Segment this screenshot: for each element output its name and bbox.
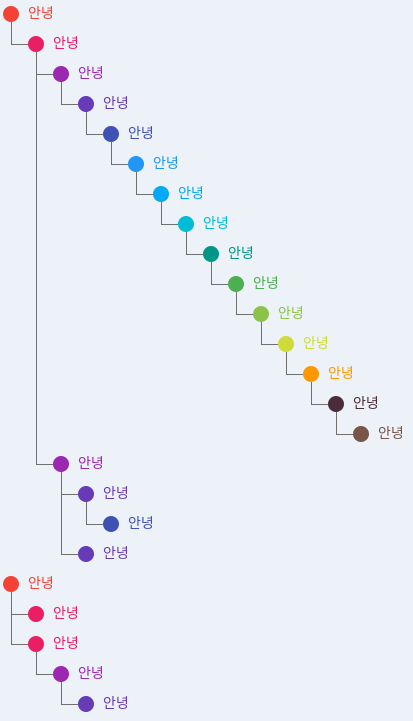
node-label: 안녕	[303, 336, 329, 352]
node-dot-icon	[103, 516, 119, 532]
tree-node[interactable]: 안녕	[253, 304, 304, 324]
tree-node[interactable]: 안녕	[53, 64, 104, 84]
node-dot-icon	[278, 336, 294, 352]
tree-node[interactable]: 안녕	[278, 334, 329, 354]
node-label: 안녕	[103, 546, 129, 562]
tree-node[interactable]: 안녕	[28, 634, 79, 654]
node-dot-icon	[103, 126, 119, 142]
tree-connector	[36, 652, 53, 675]
node-label: 안녕	[53, 36, 79, 52]
node-dot-icon	[3, 6, 19, 22]
tree-node[interactable]: 안녕	[128, 154, 179, 174]
node-label: 안녕	[28, 6, 54, 22]
node-label: 안녕	[128, 516, 154, 532]
node-label: 안녕	[78, 66, 104, 82]
node-label: 안녕	[378, 426, 404, 442]
node-label: 안녕	[228, 246, 254, 262]
node-dot-icon	[78, 696, 94, 712]
node-label: 안녕	[203, 216, 229, 232]
tree-connector	[11, 22, 28, 45]
node-dot-icon	[353, 426, 369, 442]
tree-connector	[186, 232, 203, 255]
tree-connector	[136, 172, 153, 195]
node-dot-icon	[178, 216, 194, 232]
node-label: 안녕	[328, 366, 354, 382]
tree-node[interactable]: 안녕	[228, 274, 279, 294]
tree-connector	[86, 112, 103, 135]
tree-connector	[11, 592, 28, 645]
node-dot-icon	[228, 276, 244, 292]
tree-connector	[261, 322, 278, 345]
node-dot-icon	[78, 486, 94, 502]
tree-node[interactable]: 안녕	[3, 4, 54, 24]
tree-node[interactable]: 안녕	[178, 214, 229, 234]
tree-node[interactable]: 안녕	[78, 694, 129, 714]
node-dot-icon	[128, 156, 144, 172]
tree-node[interactable]: 안녕	[103, 514, 154, 534]
tree-connector	[36, 52, 53, 465]
tree-node[interactable]: 안녕	[28, 34, 79, 54]
node-label: 안녕	[128, 126, 154, 142]
tree-connector	[61, 472, 78, 555]
node-dot-icon	[28, 606, 44, 622]
tree-node[interactable]: 안녕	[78, 484, 129, 504]
node-dot-icon	[28, 636, 44, 652]
tree-connector	[286, 352, 303, 375]
node-dot-icon	[3, 576, 19, 592]
tree-node[interactable]: 안녕	[203, 244, 254, 264]
node-label: 안녕	[78, 456, 104, 472]
tree-connector	[161, 202, 178, 225]
tree-node[interactable]: 안녕	[78, 544, 129, 564]
tree-node[interactable]: 안녕	[78, 94, 129, 114]
node-dot-icon	[303, 366, 319, 382]
tree-node[interactable]: 안녕	[3, 574, 54, 594]
node-label: 안녕	[53, 606, 79, 622]
tree-connector	[86, 502, 103, 525]
node-dot-icon	[253, 306, 269, 322]
node-dot-icon	[153, 186, 169, 202]
tree-node[interactable]: 안녕	[53, 454, 104, 474]
tree-connector	[61, 82, 78, 105]
node-dot-icon	[28, 36, 44, 52]
node-label: 안녕	[78, 666, 104, 682]
node-label: 안녕	[153, 156, 179, 172]
node-dot-icon	[203, 246, 219, 262]
node-dot-icon	[328, 396, 344, 412]
node-label: 안녕	[28, 576, 54, 592]
node-label: 안녕	[103, 696, 129, 712]
tree-connector	[311, 382, 328, 405]
tree-node[interactable]: 안녕	[153, 184, 204, 204]
tree-node[interactable]: 안녕	[328, 394, 379, 414]
node-label: 안녕	[103, 96, 129, 112]
tree-node[interactable]: 안녕	[103, 124, 154, 144]
node-label: 안녕	[53, 636, 79, 652]
node-dot-icon	[78, 96, 94, 112]
tree-connector	[211, 262, 228, 285]
node-label: 안녕	[253, 276, 279, 292]
tree-connector	[111, 142, 128, 165]
node-dot-icon	[78, 546, 94, 562]
node-dot-icon	[53, 456, 69, 472]
node-dot-icon	[53, 66, 69, 82]
node-dot-icon	[53, 666, 69, 682]
node-label: 안녕	[353, 396, 379, 412]
tree-connector	[336, 412, 353, 435]
tree-node[interactable]: 안녕	[353, 424, 404, 444]
tree-connector	[236, 292, 253, 315]
tree-connector	[61, 682, 78, 705]
node-label: 안녕	[178, 186, 204, 202]
tree-node[interactable]: 안녕	[303, 364, 354, 384]
tree-node[interactable]: 안녕	[28, 604, 79, 624]
node-label: 안녕	[278, 306, 304, 322]
tree-node[interactable]: 안녕	[53, 664, 104, 684]
node-label: 안녕	[103, 486, 129, 502]
